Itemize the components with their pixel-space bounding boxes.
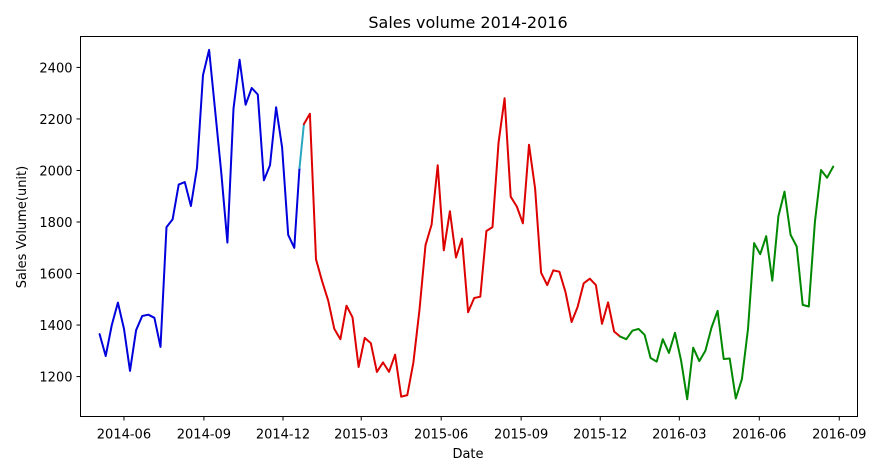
x-tick-label: 2014-09 (177, 428, 231, 443)
series-line-3 (302, 97, 622, 398)
chart-title: Sales volume 2014-2016 (368, 13, 567, 32)
x-tick-label: 2016-03 (652, 428, 706, 443)
x-tick-label: 2014-12 (256, 428, 310, 443)
y-tick-label: 2400 (39, 61, 72, 76)
series-line-4 (619, 165, 835, 401)
y-tick-label: 1600 (39, 268, 72, 283)
y-tick-label: 2000 (39, 164, 72, 179)
x-axis: 2014-06 2014-09 2014-12 2015-03 2015-06 2015-… (97, 416, 866, 443)
y-tick-label: 1400 (39, 319, 72, 334)
y-tick-label: 1800 (39, 216, 72, 231)
x-tick-label: 2015-09 (494, 428, 548, 443)
y-axis-label: Sales Volume(unit) (15, 166, 30, 288)
y-tick-label: 1200 (39, 371, 72, 386)
x-axis-label: Date (452, 447, 483, 462)
x-tick-label: 2016-09 (812, 428, 866, 443)
x-tick-label: 2016-06 (732, 428, 786, 443)
plot-area (80, 36, 858, 417)
x-tick-label: 2015-12 (573, 428, 627, 443)
x-tick-label: 2015-06 (414, 428, 468, 443)
series-line-1 (98, 48, 301, 372)
y-tick-label: 2200 (39, 113, 72, 128)
x-tick-label: 2014-06 (97, 428, 151, 443)
y-axis: 1200 1400 1600 1800 2000 2200 2400 (39, 61, 81, 386)
series-line-2 (298, 123, 305, 169)
plot-frame (80, 36, 858, 417)
x-tick-label: 2015-03 (334, 428, 388, 443)
series-layer (98, 48, 835, 401)
